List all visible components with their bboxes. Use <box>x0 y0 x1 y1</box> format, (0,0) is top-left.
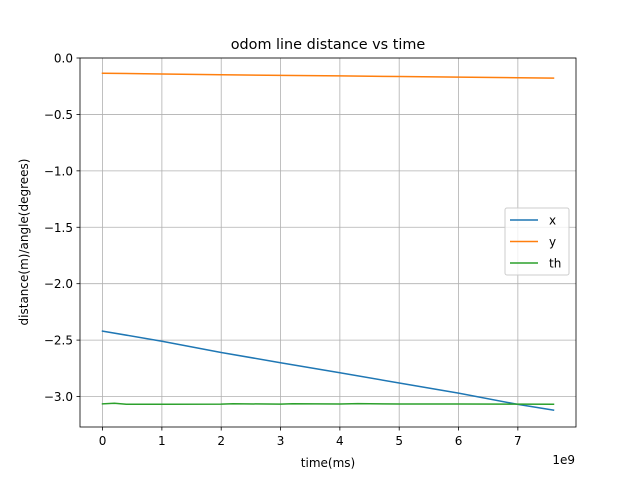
y-tick-label: −1.5 <box>44 221 73 235</box>
x-tick-label: 4 <box>336 434 344 448</box>
y-tick-label: −0.5 <box>44 108 73 122</box>
legend-label-th: th <box>549 257 561 271</box>
legend-label-x: x <box>549 214 556 228</box>
legend-label-y: y <box>549 235 556 249</box>
x-tick-label: 6 <box>455 434 463 448</box>
series-lines <box>101 72 555 411</box>
axis-ticks: 0 1 2 3 4 5 6 7 0.0 −0.5 −1.0 −1.5 −2.0 −2.5 −3.0 <box>44 52 522 449</box>
y-tick-label: 0.0 <box>54 52 73 66</box>
grid <box>80 57 576 427</box>
y-axis-label: distance(m)/angle(degrees) <box>17 159 31 326</box>
x-axis-label: time(ms) <box>301 456 355 470</box>
x-tick-label: 0 <box>99 434 107 448</box>
legend: xy th <box>504 207 570 276</box>
x-tick-label: 1 <box>158 434 166 448</box>
x-tick-label: 3 <box>277 434 285 448</box>
x-tick-label: 7 <box>514 434 522 448</box>
series-line-th <box>101 402 555 406</box>
y-tick-label: −2.5 <box>44 334 73 348</box>
series-line-x <box>101 330 555 411</box>
x-offset-text: 1e9 <box>552 453 575 467</box>
y-tick-label: −2.0 <box>44 277 73 291</box>
series-line-y <box>101 72 555 79</box>
chart-title: odom line distance vs time <box>231 37 426 53</box>
x-tick-label: 5 <box>395 434 403 448</box>
x-tick-label: 2 <box>217 434 225 448</box>
plot-frame <box>79 57 577 428</box>
y-tick-label: −3.0 <box>44 390 73 404</box>
y-tick-label: −1.0 <box>44 164 73 178</box>
